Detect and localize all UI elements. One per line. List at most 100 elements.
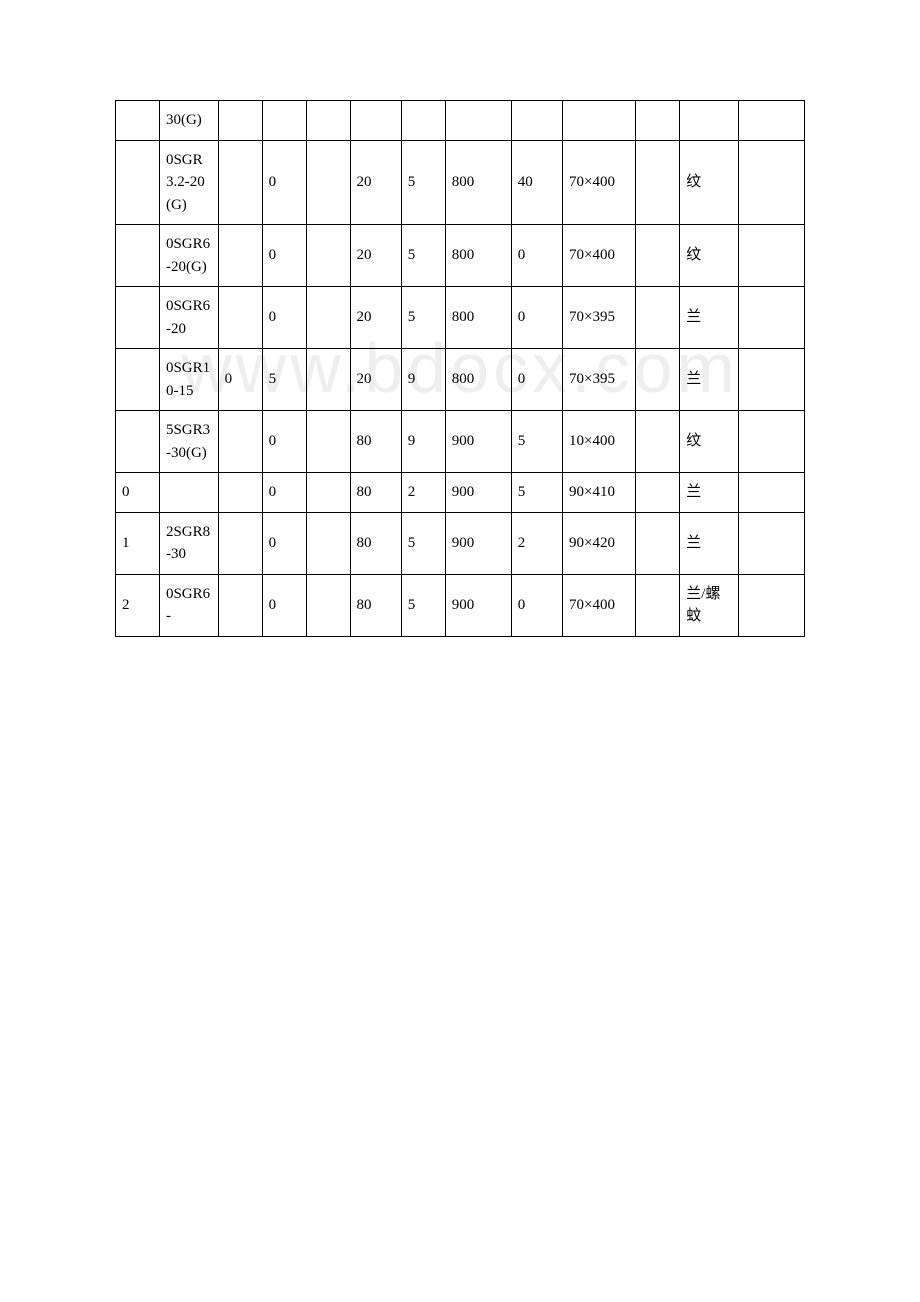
table-cell <box>738 349 804 411</box>
table-cell <box>636 512 680 574</box>
table-cell: 20 <box>350 225 401 287</box>
table-cell <box>636 140 680 225</box>
table-cell: 90×410 <box>563 473 636 513</box>
table-cell: 80 <box>350 574 401 636</box>
table-cell <box>306 574 350 636</box>
table-cell <box>159 473 218 513</box>
table-cell <box>306 473 350 513</box>
table-cell: 20 <box>350 349 401 411</box>
table-row: 12SGR8-300805900290×420兰 <box>116 512 805 574</box>
table-cell <box>306 287 350 349</box>
table-cell: 9 <box>401 411 445 473</box>
table-cell: 30(G) <box>159 101 218 141</box>
table-cell <box>401 101 445 141</box>
table-cell: 0 <box>511 349 562 411</box>
table-cell <box>218 287 262 349</box>
table-cell <box>636 574 680 636</box>
table-cell: 5 <box>511 411 562 473</box>
table-row: 30(G) <box>116 101 805 141</box>
table-cell: 70×400 <box>563 140 636 225</box>
table-cell <box>738 473 804 513</box>
table-cell: 5 <box>401 287 445 349</box>
table-cell <box>218 411 262 473</box>
table-cell: 5 <box>511 473 562 513</box>
table-cell: 90×420 <box>563 512 636 574</box>
table-cell: 70×395 <box>563 287 636 349</box>
table-cell <box>218 512 262 574</box>
table-cell: 80 <box>350 512 401 574</box>
table-cell: 80 <box>350 411 401 473</box>
table-cell: 80 <box>350 473 401 513</box>
table-cell <box>680 101 739 141</box>
table-cell: 800 <box>445 225 511 287</box>
table-cell <box>218 574 262 636</box>
table-cell <box>116 287 160 349</box>
table-cell <box>306 140 350 225</box>
table-cell: 兰 <box>680 473 739 513</box>
table-cell: 5 <box>401 512 445 574</box>
table-cell <box>636 225 680 287</box>
table-row: 0SGR10-1505209800070×395兰 <box>116 349 805 411</box>
table-cell <box>306 101 350 141</box>
table-cell: 兰/螺蚊 <box>680 574 739 636</box>
table-cell <box>116 411 160 473</box>
table-row: 5SGR3-30(G)0809900510×400纹 <box>116 411 805 473</box>
table-cell <box>636 473 680 513</box>
table-cell: 5 <box>401 140 445 225</box>
table-cell <box>738 574 804 636</box>
table-row: 0SGR6-200205800070×395兰 <box>116 287 805 349</box>
table-cell: 0 <box>511 287 562 349</box>
table-cell <box>116 140 160 225</box>
table-cell <box>738 140 804 225</box>
table-cell: 0 <box>262 512 306 574</box>
table-cell <box>563 101 636 141</box>
table-cell: 900 <box>445 512 511 574</box>
table-cell: 0 <box>262 287 306 349</box>
table-cell: 兰 <box>680 287 739 349</box>
table-cell <box>636 411 680 473</box>
table-cell: 70×395 <box>563 349 636 411</box>
table-cell: 1 <box>116 512 160 574</box>
table-cell: 2 <box>116 574 160 636</box>
table-container: www.bdocx.com 30(G)0SGR3.2-20(G)02058004… <box>115 100 805 637</box>
table-cell: 兰 <box>680 512 739 574</box>
table-cell: 纹 <box>680 225 739 287</box>
table-cell: 0 <box>262 225 306 287</box>
table-cell <box>262 101 306 141</box>
table-cell <box>636 287 680 349</box>
table-cell: 9 <box>401 349 445 411</box>
table-cell: 2SGR8-30 <box>159 512 218 574</box>
data-table: 30(G)0SGR3.2-20(G)02058004070×400纹0SGR6-… <box>115 100 805 637</box>
table-cell <box>306 411 350 473</box>
table-row: 0SGR6-20(G)0205800070×400纹 <box>116 225 805 287</box>
table-cell <box>738 411 804 473</box>
table-cell: 0 <box>511 574 562 636</box>
table-cell: 20 <box>350 287 401 349</box>
table-cell <box>738 101 804 141</box>
table-cell: 纹 <box>680 411 739 473</box>
table-cell: 70×400 <box>563 225 636 287</box>
table-cell: 900 <box>445 574 511 636</box>
table-cell: 900 <box>445 473 511 513</box>
table-cell <box>116 101 160 141</box>
table-cell <box>218 225 262 287</box>
table-cell: 70×400 <box>563 574 636 636</box>
table-cell: 5 <box>262 349 306 411</box>
table-cell: 10×400 <box>563 411 636 473</box>
table-cell: 5 <box>401 574 445 636</box>
table-cell <box>306 349 350 411</box>
table-cell: 0 <box>262 411 306 473</box>
table-cell: 2 <box>401 473 445 513</box>
table-cell <box>738 512 804 574</box>
table-cell: 0SGR6-20(G) <box>159 225 218 287</box>
table-cell <box>306 512 350 574</box>
table-cell <box>218 101 262 141</box>
table-cell: 900 <box>445 411 511 473</box>
table-cell: 20 <box>350 140 401 225</box>
table-cell <box>738 225 804 287</box>
table-row: 0SGR3.2-20(G)02058004070×400纹 <box>116 140 805 225</box>
table-cell: 0SGR3.2-20(G) <box>159 140 218 225</box>
table-cell <box>116 349 160 411</box>
table-cell: 40 <box>511 140 562 225</box>
table-cell: 兰 <box>680 349 739 411</box>
